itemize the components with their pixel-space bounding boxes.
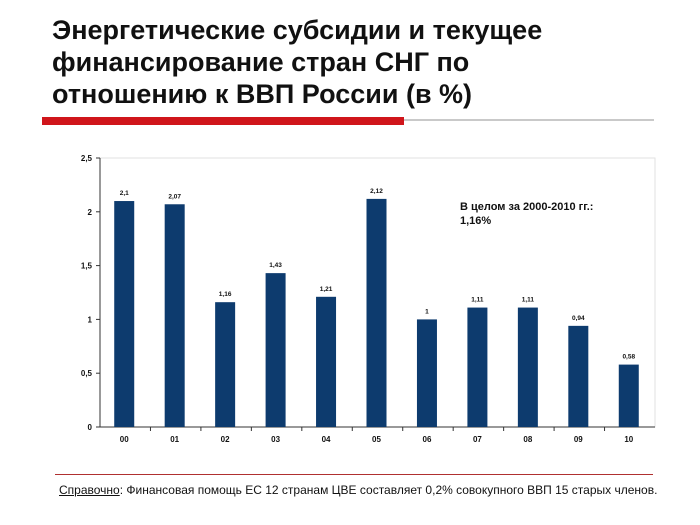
- x-tick-label: 01: [170, 435, 179, 444]
- x-tick-label: 10: [624, 435, 633, 444]
- bar-value-label: 1,11: [522, 297, 535, 304]
- bar-value-label: 1,21: [320, 286, 333, 293]
- bar: [467, 307, 488, 427]
- y-tick-label: 0,5: [81, 369, 93, 378]
- x-tick-label: 04: [322, 435, 331, 444]
- bar-value-label: 1,16: [219, 291, 232, 298]
- bar: [416, 319, 437, 427]
- bar-value-label: 2,12: [370, 188, 383, 195]
- title-line-2: финансирование стран СНГ по: [52, 47, 470, 77]
- bar: [316, 296, 337, 427]
- footnote-label: Справочно: [59, 483, 120, 497]
- bar-value-label: 2,07: [168, 193, 181, 200]
- bar: [618, 364, 639, 427]
- bar: [114, 201, 135, 427]
- footnote-divider: [55, 474, 653, 475]
- bar-value-label: 1: [425, 308, 429, 315]
- x-tick-label: 09: [574, 435, 583, 444]
- y-tick-label: 0: [88, 423, 93, 432]
- footnote: Справочно: Финансовая помощь ЕС 12 стран…: [59, 483, 671, 498]
- y-tick-label: 1: [88, 315, 93, 324]
- bar: [265, 273, 286, 427]
- bar-value-label: 1,43: [269, 262, 282, 269]
- title-accent-bar: [42, 117, 404, 125]
- bar: [517, 307, 538, 427]
- title-line-1: Энергетические субсидии и текущее: [52, 15, 543, 45]
- bar: [215, 302, 236, 427]
- x-tick-label: 07: [473, 435, 482, 444]
- x-tick-label: 00: [120, 435, 129, 444]
- bar-value-label: 0,94: [572, 315, 585, 322]
- y-tick-label: 1,5: [81, 262, 93, 271]
- bar-value-label: 1,11: [471, 297, 484, 304]
- y-tick-label: 2: [88, 208, 93, 217]
- annotation-line-1: В целом за 2000-2010 гг.:: [460, 201, 594, 213]
- bar: [366, 198, 387, 427]
- x-tick-label: 06: [423, 435, 432, 444]
- bar-chart: 0 0,5 1 1,5 2 2,5 2,1 00 2,07 01 1,16 02 1,43 03 1,21 0…: [81, 154, 656, 444]
- bar-value-label: 2,1: [120, 190, 129, 197]
- bar: [568, 325, 589, 427]
- title-line-3: отношению к ВВП России (в %): [52, 79, 473, 109]
- x-tick-label: 02: [221, 435, 230, 444]
- bar: [164, 204, 185, 427]
- bar-value-label: 0,58: [622, 354, 635, 361]
- page-title: Энергетические субсидии и текущее финанс…: [52, 14, 672, 110]
- chart-annotation: В целом за 2000-2010 гг.: 1,16%: [460, 200, 593, 228]
- x-tick-label: 03: [271, 435, 280, 444]
- annotation-line-2: 1,16%: [460, 215, 492, 227]
- y-tick-label: 2,5: [81, 154, 93, 163]
- x-tick-label: 08: [523, 435, 532, 444]
- x-tick-label: 05: [372, 435, 381, 444]
- footnote-text: : Финансовая помощь ЕС 12 странам ЦВЕ со…: [119, 483, 658, 497]
